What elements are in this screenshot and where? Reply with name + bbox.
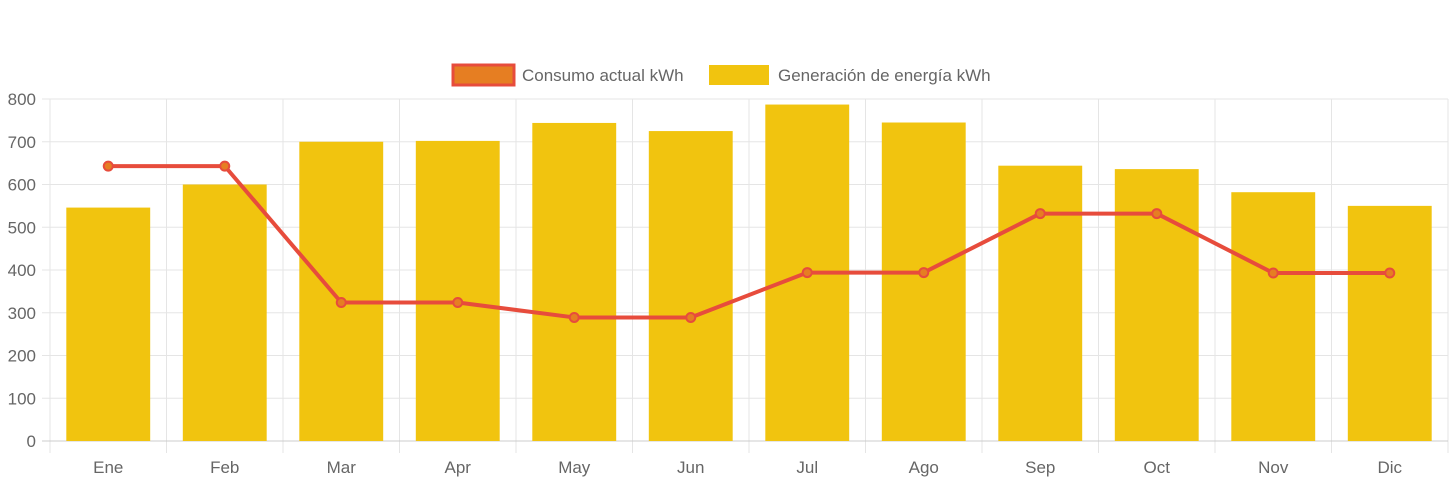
point-apr[interactable] — [452, 296, 464, 308]
legend-item-consumo[interactable]: Consumo actual kWh — [451, 63, 684, 87]
x-tick-label: Nov — [1258, 458, 1289, 477]
x-tick-label: Feb — [210, 458, 239, 477]
x-tick-label: Oct — [1144, 458, 1171, 477]
point-sep[interactable] — [1034, 208, 1046, 220]
y-tick-label: 500 — [8, 218, 36, 237]
legend: Consumo actual kWh Generación de energía… — [451, 63, 991, 87]
bar-ago[interactable] — [881, 122, 966, 441]
y-tick-label: 0 — [27, 432, 36, 451]
legend-label-consumo: Consumo actual kWh — [522, 66, 684, 85]
legend-item-generacion[interactable]: Generación de energía kWh — [709, 65, 991, 85]
consumo-line — [108, 164, 1390, 320]
x-tick-label: Jul — [796, 458, 818, 477]
point-feb[interactable] — [219, 160, 231, 172]
point-ene[interactable] — [102, 160, 114, 172]
point-jul[interactable] — [801, 267, 813, 279]
point-dic[interactable] — [1384, 267, 1396, 279]
point-oct[interactable] — [1151, 208, 1163, 220]
y-tick-label: 200 — [8, 347, 36, 366]
bar-series-generacion — [66, 104, 1432, 442]
y-tick-label: 100 — [8, 389, 36, 408]
legend-swatch-generacion — [709, 65, 769, 85]
x-tick-label: May — [558, 458, 591, 477]
line-series-consumo — [102, 160, 1396, 323]
bar-dic[interactable] — [1347, 205, 1432, 441]
bar-feb[interactable] — [182, 184, 267, 442]
y-tick-label: 700 — [8, 133, 36, 152]
bar-ene[interactable] — [66, 207, 151, 441]
y-tick-label: 800 — [8, 90, 36, 109]
bar-nov[interactable] — [1231, 192, 1316, 441]
point-may[interactable] — [568, 311, 580, 323]
x-tick-label: Apr — [445, 458, 472, 477]
bar-mar[interactable] — [299, 141, 384, 441]
x-tick-label: Mar — [327, 458, 357, 477]
bar-jun[interactable] — [648, 131, 733, 441]
x-tick-label: Jun — [677, 458, 704, 477]
point-nov[interactable] — [1267, 267, 1279, 279]
point-ago[interactable] — [918, 267, 930, 279]
y-tick-label: 300 — [8, 304, 36, 323]
y-tick-label: 600 — [8, 176, 36, 195]
bar-sep[interactable] — [998, 165, 1083, 441]
x-tick-label: Dic — [1377, 458, 1402, 477]
x-axis: Ene Feb Mar Apr May Jun Jul Ago Sep Oct Nov Dic — [42, 440, 1448, 477]
x-tick-label: Ago — [909, 458, 939, 477]
point-mar[interactable] — [335, 296, 347, 308]
point-jun[interactable] — [685, 311, 697, 323]
x-tick-label: Ene — [93, 458, 123, 477]
bar-apr[interactable] — [415, 140, 500, 441]
legend-label-generacion: Generación de energía kWh — [778, 66, 991, 85]
legend-swatch-consumo — [451, 63, 516, 87]
y-tick-label: 400 — [8, 261, 36, 280]
y-axis: 0 100 200 300 400 500 600 700 800 — [8, 90, 36, 451]
bar-may[interactable] — [532, 122, 617, 441]
x-tick-label: Sep — [1025, 458, 1055, 477]
